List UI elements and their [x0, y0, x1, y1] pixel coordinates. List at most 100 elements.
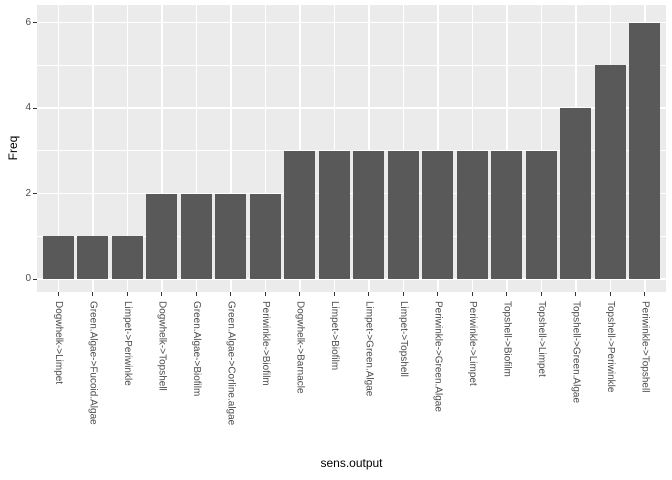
- bar-slot: [41, 5, 76, 279]
- x-tick-label: Limpet->Biofilm: [328, 301, 340, 371]
- vertical-gridline-slot: [317, 5, 352, 292]
- vertical-gridline: [57, 5, 59, 292]
- vertical-gridline: [333, 5, 335, 292]
- x-tick-mark: [471, 292, 473, 296]
- x-tick-label-slot: Periwinkle->Topshell: [628, 301, 663, 392]
- bar-Limpet->Green.Algae: [353, 150, 385, 279]
- x-tick-label-slot: Green.Algae->Fucoid.Algae: [76, 301, 111, 425]
- bar-slot: [559, 5, 594, 279]
- vertical-gridline-slot: [283, 5, 318, 292]
- gridline-minor: [37, 150, 666, 152]
- bar-Green.Algae->Fucoid.Algae: [77, 236, 109, 279]
- vertical-gridline-slot: [490, 5, 525, 292]
- x-tick-label: Periwinkle->Green.Algae: [432, 301, 444, 412]
- vertical-gridline: [437, 5, 439, 292]
- vertical-gridline: [126, 5, 128, 292]
- x-tick-mark: [437, 292, 439, 296]
- vertical-gridline-slot: [214, 5, 249, 292]
- vertical-gridline-slot: [41, 5, 76, 292]
- bar-Dogwhelk->Limpet: [42, 236, 74, 279]
- y-tick-label: 6: [25, 16, 31, 28]
- x-tick-label: Periwinkle->Topshell: [639, 301, 651, 393]
- x-tick-label: Topshell->Biofilm: [501, 301, 513, 377]
- vertical-gridline-slot: [179, 5, 214, 292]
- y-tick-mark: [33, 22, 37, 23]
- bar-slot: [283, 5, 318, 279]
- plot-panel: [37, 5, 666, 292]
- x-tick-label-slot: Topshell->Biofilm: [490, 301, 525, 377]
- vertical-gridline: [368, 5, 370, 292]
- vertical-gridline: [195, 5, 197, 292]
- x-tick-label-slot: Topshell->Green.Algae: [559, 301, 594, 403]
- vertical-gridline: [506, 5, 508, 292]
- x-axis-title: sens.output: [320, 456, 383, 470]
- y-tick-mark: [33, 193, 37, 194]
- bar-Green.Algae->Corline.algae: [215, 193, 247, 279]
- gridline-major: [37, 278, 666, 280]
- horizontal-gridlines: [37, 5, 666, 292]
- x-tick-label-slot: Periwinkle->Green.Algae: [421, 301, 456, 412]
- x-tick-mark: [506, 292, 508, 296]
- bar-slot: [248, 5, 283, 279]
- x-tick-mark: [368, 292, 370, 296]
- x-tick-mark: [402, 292, 404, 296]
- x-tick-label-slot: Green.Algae->Biofilm: [179, 301, 214, 396]
- y-axis-title: Freq: [6, 135, 20, 161]
- bar-slot: [76, 5, 111, 279]
- x-tick-label: Limpet->Periwinkle: [121, 301, 133, 386]
- x-tick-mark: [264, 292, 266, 296]
- x-tick-mark: [644, 292, 646, 296]
- x-axis-labels: Dogwhelk->Limpet Green.Algae->Fucoid.Alga…: [41, 301, 662, 425]
- x-tick-label-slot: Topshell->Limpet: [524, 301, 559, 377]
- bar-Periwinkle->Topshell: [629, 22, 661, 279]
- bar-Green.Algae->Biofilm: [180, 193, 212, 279]
- x-tick-label-slot: Limpet->Periwinkle: [110, 301, 145, 386]
- bar-slot: [524, 5, 559, 279]
- vertical-gridline: [471, 5, 473, 292]
- x-tick-mark: [92, 292, 94, 296]
- x-tick-mark: [575, 292, 577, 296]
- y-tick-label: 4: [25, 102, 31, 113]
- bar-Limpet->Periwinkle: [111, 236, 143, 279]
- vertical-gridline-slot: [421, 5, 456, 292]
- vertical-gridline-slot: [145, 5, 180, 292]
- x-tick-label-slot: Limpet->Green.Algae: [352, 301, 387, 396]
- bar-slot: [628, 5, 663, 279]
- x-tick-label-slot: Dogwhelk->Barnacle: [283, 301, 318, 394]
- x-tick-mark: [126, 292, 128, 296]
- x-tick-mark: [230, 292, 232, 296]
- bar-Limpet->Biofilm: [318, 150, 350, 279]
- bar-Periwinkle->Limpet: [456, 150, 488, 279]
- bar-Limpet->Topshell: [387, 150, 419, 279]
- vertical-gridline: [402, 5, 404, 292]
- vertical-gridline-slot: [110, 5, 145, 292]
- vertical-gridline-slot: [76, 5, 111, 292]
- vertical-gridline-slot: [352, 5, 387, 292]
- y-tick-label: 2: [25, 187, 31, 199]
- x-tick-label-slot: Limpet->Biofilm: [317, 301, 352, 370]
- x-tick-label: Limpet->Green.Algae: [363, 301, 375, 397]
- bar-slot: [317, 5, 352, 279]
- gridline-major: [37, 21, 666, 24]
- gridline-major: [37, 192, 666, 195]
- bar-slot: [179, 5, 214, 279]
- bar-slot: [110, 5, 145, 279]
- bar-slot: [593, 5, 628, 279]
- x-tick-label: Green.Algae->Corline.algae: [225, 301, 237, 426]
- x-tick-mark: [333, 292, 335, 296]
- y-tick-label: 0: [25, 273, 31, 284]
- bar-Topshell->Biofilm: [491, 150, 523, 279]
- bar-slot: [145, 5, 180, 279]
- x-tick-label-slot: Dogwhelk->Limpet: [41, 301, 76, 384]
- bar-slot: [421, 5, 456, 279]
- bar-slot: [455, 5, 490, 279]
- x-tick-mark: [161, 292, 163, 296]
- x-tick-label-slot: Limpet->Topshell: [386, 301, 421, 377]
- bar-slot: [386, 5, 421, 279]
- bar-Dogwhelk->Barnacle: [284, 150, 316, 279]
- vertical-gridline-slot: [455, 5, 490, 292]
- vertical-gridline: [230, 5, 232, 292]
- x-tick-mark: [195, 292, 197, 296]
- bar-slot: [490, 5, 525, 279]
